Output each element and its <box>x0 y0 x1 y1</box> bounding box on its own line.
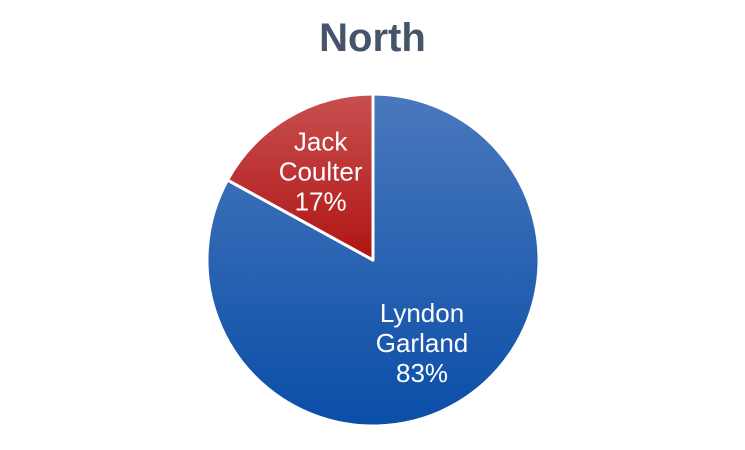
labels-layer: Lyndon Garland 83%Jack Coulter 17% <box>279 127 469 388</box>
pie-slice-jack-coulter <box>226 92 375 262</box>
slices-layer <box>205 92 541 428</box>
chart-title: North <box>319 16 426 60</box>
slice-label-jack-coulter: Jack Coulter 17% <box>279 127 363 217</box>
slice-label-lyndon-garland: Lyndon Garland 83% <box>376 298 469 388</box>
